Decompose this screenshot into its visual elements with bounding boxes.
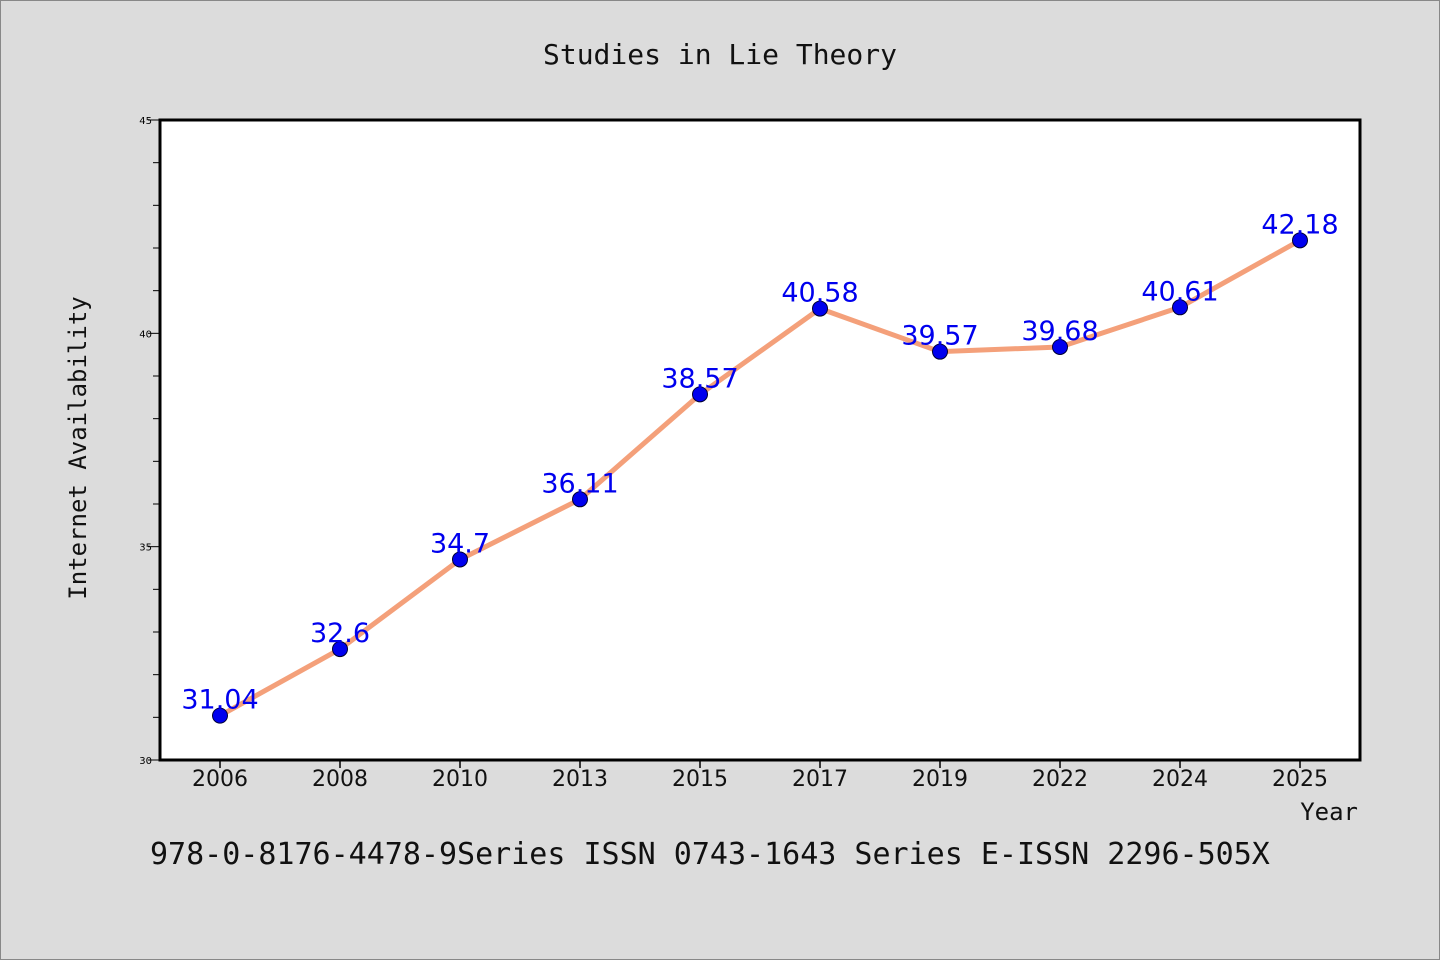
data-label: 40.58 <box>781 278 858 309</box>
data-point <box>1292 232 1308 249</box>
data-point <box>332 641 348 658</box>
x-tick-label: 2019 <box>912 767 968 792</box>
x-tick-label: 2015 <box>672 767 728 792</box>
data-markers <box>212 232 1308 724</box>
x-tick-label: 2022 <box>1032 767 1088 792</box>
data-point <box>692 386 708 403</box>
y-axis: 30 35 40 45 <box>139 116 160 767</box>
data-point <box>452 551 468 568</box>
data-point <box>812 300 828 317</box>
data-point <box>1172 299 1188 316</box>
chart-title: Studies in Lie Theory <box>543 38 897 71</box>
x-tick-label: 2008 <box>312 767 368 792</box>
data-label: 39.68 <box>1021 316 1098 347</box>
y-tick-label: 45 <box>139 116 152 127</box>
series-line <box>217 237 1303 719</box>
x-tick-label: 2024 <box>1152 767 1208 792</box>
x-axis-label: Year <box>1300 798 1358 826</box>
data-point <box>1052 338 1068 355</box>
data-label: 42.18 <box>1261 209 1338 240</box>
footer-text: 978-0-8176-4478-9Series ISSN 0743-1643 S… <box>150 837 1270 872</box>
data-point <box>572 491 588 508</box>
y-tick-label: 40 <box>139 329 152 340</box>
y-tick-label: 30 <box>139 756 152 767</box>
data-label: 40.61 <box>1141 276 1218 307</box>
data-point <box>212 707 228 724</box>
data-label: 34.7 <box>430 528 490 559</box>
data-label: 38.57 <box>661 363 738 394</box>
y-tick-label: 35 <box>139 543 152 554</box>
data-label: 31.04 <box>181 685 258 716</box>
x-axis: 2006 2008 2010 2013 2015 2017 2019 2022 2024 2025 <box>192 760 1328 792</box>
x-tick-label: 2006 <box>192 767 248 792</box>
x-tick-label: 2017 <box>792 767 848 792</box>
data-label: 36.11 <box>541 468 618 499</box>
x-tick-label: 2013 <box>552 767 608 792</box>
data-label: 39.57 <box>901 321 978 352</box>
data-label: 32.6 <box>310 618 370 649</box>
x-tick-label: 2010 <box>432 767 488 792</box>
y-axis-label: Internet Availability <box>64 296 92 599</box>
data-labels: 31.04 32.6 34.7 36.11 38.57 40.58 39.57 39.68 40… <box>181 209 1338 715</box>
plot-area <box>158 118 1362 762</box>
data-point <box>932 343 948 360</box>
x-tick-label: 2025 <box>1272 767 1328 792</box>
